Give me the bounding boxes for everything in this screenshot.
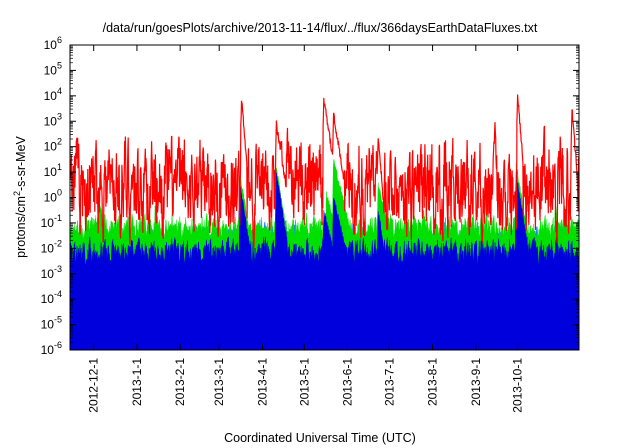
x-tick-label-2: 2013-2-1 bbox=[173, 358, 187, 406]
y-tick-label-exp: -6 bbox=[54, 340, 62, 350]
y-axis: 10-610-510-410-310-210-11001011021031041… bbox=[41, 35, 579, 357]
y-tick-label-exp: 4 bbox=[57, 86, 62, 96]
y-tick-label-base: 10 bbox=[41, 318, 55, 332]
y-tick-label-12: 106 bbox=[44, 35, 62, 52]
y-tick-label-base: 10 bbox=[44, 140, 58, 154]
y-tick-label-exp: 6 bbox=[57, 35, 62, 45]
y-tick-label-exp: 3 bbox=[57, 111, 62, 121]
y-tick-label-exp: 5 bbox=[57, 60, 62, 70]
y-tick-label-exp: -4 bbox=[54, 289, 62, 299]
y-tick-label-6: 100 bbox=[44, 188, 62, 205]
x-tick-label-8: 2013-8-1 bbox=[426, 358, 440, 406]
y-tick-label-9: 103 bbox=[44, 111, 62, 128]
y-tick-label-exp: -5 bbox=[54, 315, 62, 325]
x-tick-label-5: 2013-5-1 bbox=[297, 358, 311, 406]
x-tick-label-10: 2013-10-1 bbox=[511, 358, 525, 413]
y-axis-label-sup: 2 bbox=[12, 191, 22, 196]
y-tick-label-7: 101 bbox=[44, 162, 62, 179]
series-6-line bbox=[69, 94, 580, 250]
y-tick-label-base: 10 bbox=[41, 216, 55, 230]
x-tick-label-1: 2013-1-1 bbox=[130, 358, 144, 406]
y-tick-label-0: 10-6 bbox=[41, 340, 62, 357]
chart-title: /data/run/goesPlots/archive/2013-11-14/f… bbox=[103, 21, 538, 35]
x-tick-label-7: 2013-7-1 bbox=[382, 358, 396, 406]
y-tick-label-2: 10-4 bbox=[41, 289, 62, 306]
series-layer bbox=[69, 94, 580, 351]
y-tick-label-exp: -1 bbox=[54, 213, 62, 223]
y-tick-label-base: 10 bbox=[44, 191, 58, 205]
y-axis-label-rest: -s-sr-MeV bbox=[14, 135, 28, 191]
x-tick-label-4: 2013-4-1 bbox=[255, 358, 269, 406]
y-tick-label-exp: -2 bbox=[54, 238, 62, 248]
y-tick-label-base: 10 bbox=[41, 241, 55, 255]
y-tick-label-11: 105 bbox=[44, 60, 62, 77]
y-tick-label-5: 10-1 bbox=[41, 213, 62, 230]
y-tick-label-exp: 0 bbox=[57, 188, 62, 198]
y-tick-label-3: 10-3 bbox=[41, 264, 62, 281]
y-tick-label-exp: 2 bbox=[57, 137, 62, 147]
y-tick-label-base: 10 bbox=[41, 343, 55, 357]
y-tick-label-exp: -3 bbox=[54, 264, 62, 274]
series-5-area bbox=[69, 171, 580, 351]
y-tick-label-base: 10 bbox=[44, 114, 58, 128]
x-axis-label: Coordinated Universal Time (UTC) bbox=[224, 431, 416, 445]
y-tick-label-8: 102 bbox=[44, 137, 62, 154]
y-axis-label-base: protons/cm bbox=[14, 196, 28, 258]
x-tick-label-0: 2012-12-1 bbox=[87, 358, 101, 413]
y-tick-label-base: 10 bbox=[44, 63, 58, 77]
x-tick-label-3: 2013-3-1 bbox=[212, 358, 226, 406]
y-tick-label-base: 10 bbox=[44, 89, 58, 103]
y-tick-label-4: 10-2 bbox=[41, 238, 62, 255]
x-tick-label-6: 2013-6-1 bbox=[341, 358, 355, 406]
x-tick-label-9: 2013-9-1 bbox=[469, 358, 483, 406]
y-tick-label-base: 10 bbox=[41, 292, 55, 306]
x-axis: 2012-12-1 2013-1-1 2013-2-1 2013-3-1 2013-4-… bbox=[87, 45, 525, 413]
y-tick-label-base: 10 bbox=[44, 38, 58, 52]
y-tick-label-exp: 1 bbox=[57, 162, 62, 172]
y-tick-label-base: 10 bbox=[41, 267, 55, 281]
y-tick-label-10: 104 bbox=[44, 86, 62, 103]
y-tick-label-1: 10-5 bbox=[41, 315, 62, 332]
y-tick-label-base: 10 bbox=[44, 165, 58, 179]
y-axis-label: protons/cm2-s-sr-MeV bbox=[12, 135, 28, 257]
